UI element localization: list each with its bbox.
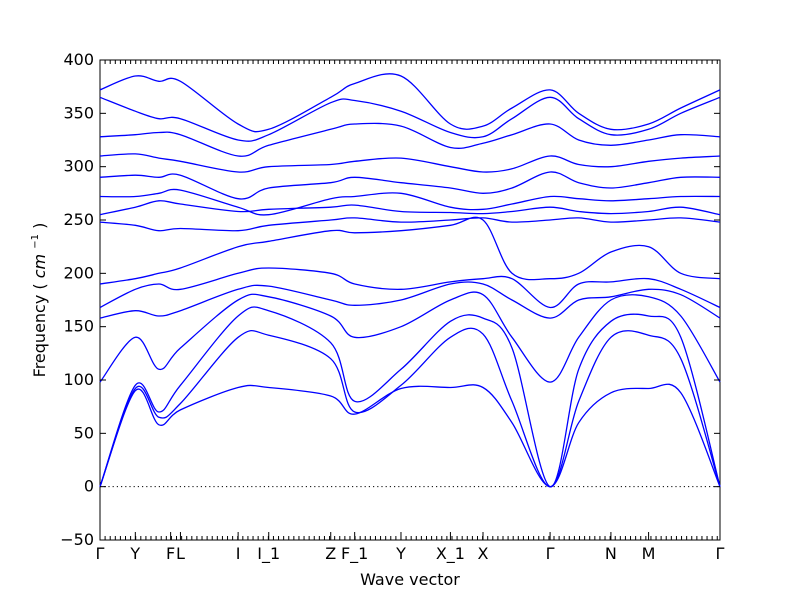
y-tick-label: 300 (63, 157, 94, 176)
x-tick-label: I (236, 544, 241, 563)
x-axis: Γ Y F L I I_1 Z F_1 Y X_1 X Γ N M Γ (96, 60, 725, 564)
phonon-bands (99, 73, 721, 488)
y-tick-label: 100 (63, 370, 94, 389)
x-tick-label: N (605, 544, 617, 563)
x-tick-label: X_1 (436, 544, 465, 564)
band-line-11 (99, 171, 721, 200)
y-tick-label: 0 (84, 477, 94, 496)
band-line-9 (99, 200, 721, 216)
y-axis: −50 0 50 100 150 200 250 300 350 400 (60, 50, 720, 549)
band-line-13 (99, 122, 721, 157)
y-axis-label-exponent: −1 (30, 234, 41, 249)
y-axis-label-close: ) (30, 223, 49, 229)
x-tick-label: L (176, 544, 185, 563)
y-tick-label: 250 (63, 210, 94, 229)
x-tick-label: X (478, 544, 489, 563)
y-axis-label-unit: cm (30, 254, 49, 278)
band-line-15 (99, 73, 721, 133)
x-tick-label: I_1 (257, 544, 280, 564)
band-line-14 (99, 96, 721, 142)
band-line-5 (99, 281, 721, 319)
x-axis-label: Wave vector (360, 570, 460, 589)
x-tick-label: M (642, 544, 656, 563)
x-tick-label: Γ (546, 544, 555, 563)
band-line-10 (99, 188, 721, 216)
y-tick-label: 50 (74, 423, 94, 442)
band-line-7 (99, 216, 721, 285)
band-line-2 (99, 327, 721, 488)
y-axis-label: Frequency ( cm −1 ) (23, 223, 49, 378)
x-tick-label: F (166, 544, 175, 563)
x-tick-label: Γ (716, 544, 725, 563)
band-line-12 (99, 153, 721, 173)
y-tick-label: 400 (63, 50, 94, 69)
x-tick-label: F_1 (341, 544, 368, 564)
x-tick-label: Z (325, 544, 336, 563)
plot-frame (99, 59, 721, 541)
y-tick-label: 150 (63, 317, 94, 336)
y-tick-label: −50 (60, 530, 94, 549)
x-tick-label: Γ (96, 544, 105, 563)
band-line-8 (99, 217, 721, 232)
y-tick-label: 200 (63, 263, 94, 282)
x-tick-label: Y (395, 544, 406, 563)
band-line-6 (99, 267, 721, 309)
y-tick-label: 350 (63, 103, 94, 122)
band-line-1 (99, 383, 721, 488)
plot-area (99, 59, 721, 541)
band-line-3 (99, 306, 721, 488)
x-tick-label: Y (129, 544, 140, 563)
y-axis-label-text: Frequency ( (30, 283, 49, 377)
band-line-4 (99, 291, 721, 383)
